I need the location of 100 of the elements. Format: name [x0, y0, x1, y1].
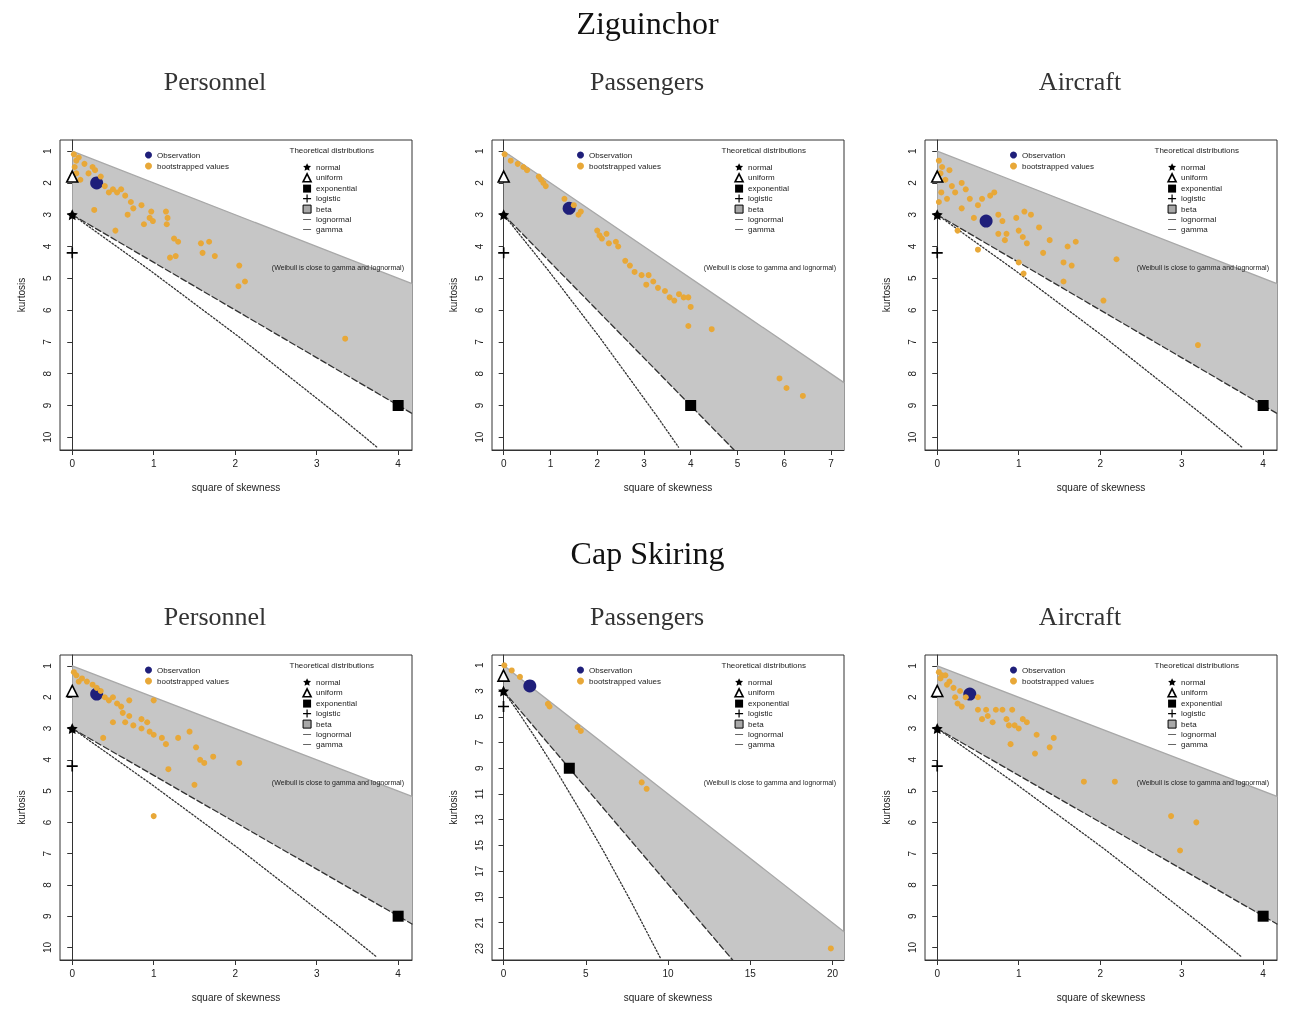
x-tick-label: 20	[826, 967, 839, 979]
y-axis-title: kurtosis	[447, 277, 459, 313]
x-tick-label: 4	[395, 967, 402, 979]
legend-label: beta	[1181, 204, 1198, 214]
y-tick-label: 8	[906, 881, 918, 888]
y-tick-label: 15	[473, 839, 485, 852]
y-tick-label: 5	[41, 787, 53, 794]
legend-label: Observation	[1022, 665, 1066, 675]
x-tick-label: 0	[500, 967, 507, 979]
x-tick-label: 3	[1178, 457, 1185, 469]
y-tick-label: 4	[41, 243, 53, 250]
y-tick-label: 8	[41, 370, 53, 377]
y-tick-label: 3	[41, 211, 53, 218]
legend-label: logistic	[1181, 709, 1206, 719]
legend-label: lognormal	[316, 730, 352, 740]
x-tick-label: 0	[500, 457, 507, 469]
y-tick-label: 3	[906, 725, 918, 732]
y-tick-label: 13	[473, 813, 485, 826]
y-tick-label: 7	[906, 338, 918, 345]
legend-label: exponential	[1181, 699, 1223, 709]
x-axis-title: square of skewness	[623, 991, 713, 1003]
x-tick-label: 0	[69, 457, 76, 469]
legend-label: exponential	[316, 184, 358, 194]
text: Ziguinchor	[575, 5, 720, 42]
y-tick-label: 6	[906, 306, 918, 313]
y-tick-label: 8	[41, 881, 53, 888]
y-tick-label: 21	[473, 916, 485, 929]
legend-label: logistic	[316, 709, 341, 719]
y-tick-label: 11	[473, 788, 485, 800]
x-tick-label: 10	[662, 967, 674, 979]
legend-label: bootstrapped values	[157, 161, 230, 171]
y-tick-label: 19	[473, 890, 485, 903]
chart-title: Passengers	[589, 66, 705, 96]
y-tick-label: 5	[906, 275, 918, 282]
legend-label: lognormal	[1181, 215, 1217, 225]
x-tick-label: 15	[744, 967, 757, 979]
chart-title: Personnel	[163, 66, 267, 96]
text: Cap Skiring	[569, 535, 726, 572]
legend-label: logistic	[1181, 194, 1206, 204]
legend-label: beta	[748, 719, 765, 729]
legend-label: lognormal	[316, 215, 352, 225]
y-tick-label: 10	[41, 941, 53, 954]
legend-label: uniform	[748, 688, 776, 698]
chart-title: Aircraft	[1038, 66, 1122, 96]
y-tick-label: 8	[906, 370, 918, 377]
y-tick-label: 6	[473, 306, 485, 313]
legend-label: bootstrapped values	[157, 676, 230, 686]
x-axis-title: square of skewness	[1056, 991, 1146, 1003]
x-axis-title: square of skewness	[191, 481, 281, 493]
x-tick-label: 4	[395, 457, 402, 469]
legend-label: exponential	[748, 184, 790, 194]
legend-label: normal	[1181, 162, 1206, 172]
y-tick-label: 7	[473, 338, 485, 345]
legend-label: bootstrapped values	[1022, 161, 1095, 171]
legend-title: Theoretical distributions	[289, 145, 374, 155]
chart-title: Personnel	[163, 601, 267, 631]
legend-label: beta	[316, 719, 333, 729]
y-tick-label: 6	[906, 819, 918, 826]
legend-label: Observation	[589, 665, 633, 675]
legend-label: normal	[316, 677, 341, 687]
legend-label: uniform	[316, 688, 344, 698]
legend-label: exponential	[316, 699, 358, 709]
x-tick-label: 1	[150, 457, 157, 469]
x-tick-label: 4	[1260, 457, 1267, 469]
y-axis-title: kurtosis	[15, 790, 27, 825]
y-tick-label: 7	[906, 850, 918, 857]
y-tick-label: 2	[41, 179, 53, 186]
y-tick-label: 6	[41, 306, 53, 313]
x-tick-label: 0	[934, 967, 941, 979]
legend-label: uniform	[1181, 688, 1209, 698]
y-axis-title: kurtosis	[880, 790, 892, 825]
y-tick-label: 4	[473, 243, 485, 250]
legend-label: lognormal	[748, 215, 784, 225]
x-tick-label: 2	[232, 457, 239, 469]
legend-label: normal	[316, 162, 341, 172]
y-tick-label: 3	[473, 687, 485, 694]
y-tick-label: 9	[906, 912, 918, 919]
legend-label: lognormal	[1181, 730, 1217, 740]
y-tick-label: 5	[41, 275, 53, 282]
legend-label: beta	[316, 204, 333, 214]
chart-title: Passengers	[589, 601, 705, 631]
legend-label: logistic	[748, 709, 773, 719]
x-axis-title: square of skewness	[191, 991, 281, 1003]
legend-label: gamma	[748, 225, 776, 235]
legend-label: exponential	[1181, 184, 1223, 194]
y-tick-label: 6	[41, 819, 53, 826]
legend-label: logistic	[748, 194, 773, 204]
legend-label: Observation	[589, 150, 633, 160]
y-tick-label: 9	[473, 765, 485, 772]
legend-title: Theoretical distributions	[289, 660, 374, 670]
legend-label: normal	[748, 677, 773, 687]
y-tick-label: 1	[41, 662, 53, 669]
x-tick-label: 4	[1260, 967, 1267, 979]
y-axis-title: kurtosis	[15, 277, 27, 313]
legend-label: gamma	[1181, 740, 1209, 750]
legend-label: uniform	[316, 173, 344, 183]
legend-label: bootstrapped values	[1022, 676, 1095, 686]
y-tick-label: 5	[906, 787, 918, 794]
x-tick-label: 1	[547, 457, 554, 469]
y-tick-label: 1	[473, 662, 485, 669]
